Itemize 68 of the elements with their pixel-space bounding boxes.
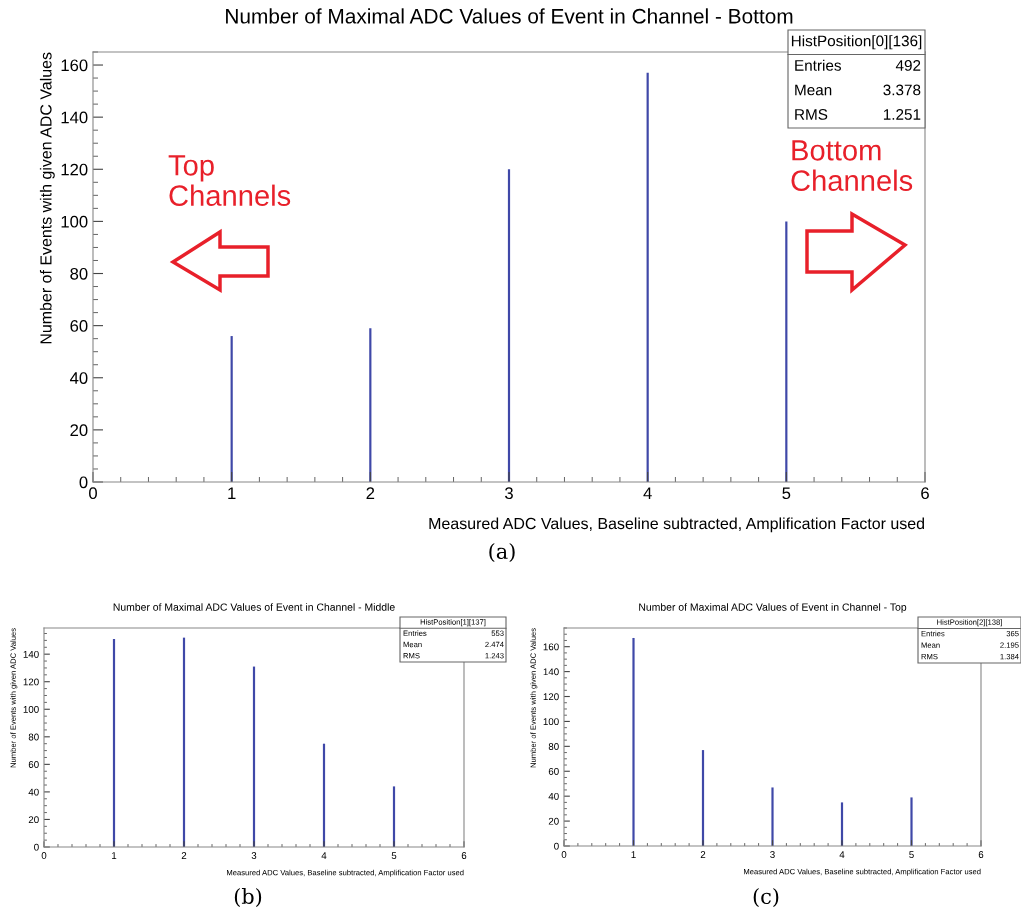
x-tick-label: 0 [89,487,97,500]
y-tick-label: 120 [61,163,88,176]
y-tick-label: 0 [554,842,559,850]
bar [910,797,913,846]
y-tick-label: 140 [23,650,39,658]
text: HistPosition[0][136] [791,35,922,50]
chart-title: Number of Maximal ADC Values of Event in Channel - Top [639,603,907,613]
x-tick-label: 2 [700,851,706,858]
x-tick-label: 4 [643,487,652,499]
y-axis-title: Number of Events with given ADC Values [39,52,55,344]
chart-title: Number of Maximal ADC Values of Event in Channel - Middle [113,603,395,611]
x-tick-label: 3 [505,487,513,500]
y-tick-label: 120 [23,678,39,686]
x-tick-label: 1 [631,851,636,858]
y-tick-label: 0 [34,843,39,851]
chart-title: Number of Maximal ADC Values of Event in Channel - Bottom [226,8,793,24]
annotation: RMS [795,109,828,120]
x-tick-label: 5 [909,851,914,858]
y-tick-label: 60 [548,767,559,775]
y-tick-label: 160 [543,643,559,651]
y-tick-label: 120 [543,693,559,701]
y-tick-label: 20 [548,817,559,825]
x-tick-label: 4 [839,851,845,858]
x-tick-label: 3 [251,852,257,859]
x-tick-label: 1 [112,852,117,859]
annotation: 1.251 [883,109,921,120]
bar [646,72,649,482]
y-tick-label: 60 [28,761,39,768]
text: (c) [753,887,779,907]
x-tick-label: 0 [561,851,567,858]
y-tick-label: 80 [28,733,39,741]
y-tick-label: 160 [61,59,88,72]
annotation: 492 [895,60,921,71]
annotation: Bottom Channels [791,140,913,192]
y-tick-label: 100 [543,718,559,726]
y-tick-label: 100 [61,215,88,228]
text: (a) [489,542,515,562]
text: (b) [234,887,262,907]
y-tick-label: 40 [548,792,559,800]
y-tick-label: 140 [543,668,559,676]
y-tick-label: 40 [28,788,39,796]
y-tick-label: 40 [69,372,88,384]
annotation: 3.378 [883,84,921,96]
annotation: Mean [795,84,832,96]
annotation: Entries [795,59,841,71]
bar [632,637,635,846]
y-tick-label: 80 [70,267,88,280]
x-tick-label: 4 [321,852,327,859]
x-tick-label: 5 [782,487,791,500]
y-tick-label: 20 [70,424,88,437]
x-tick-label: 2 [366,487,375,499]
x-tick-label: 2 [181,852,187,859]
x-tick-label: 0 [41,852,47,859]
annotation: Top Channels [168,155,291,207]
x-tick-label: 1 [228,487,236,499]
y-tick-label: 0 [79,476,88,489]
x-tick-label: 3 [770,851,775,858]
y-tick-label: 140 [61,111,88,124]
x-tick-label: 6 [461,852,467,859]
y-tick-label: 20 [28,816,39,824]
x-tick-label: 6 [978,851,984,858]
x-tick-label: 6 [921,487,929,500]
x-axis-title: Measured ADC Values, Baseline subtracted, Amplification Factor used [429,517,924,533]
x-tick-label: 5 [391,852,397,859]
y-tick-label: 100 [23,706,39,713]
y-tick-label: 80 [548,743,559,750]
y-tick-label: 60 [70,320,88,332]
bar [771,787,774,846]
